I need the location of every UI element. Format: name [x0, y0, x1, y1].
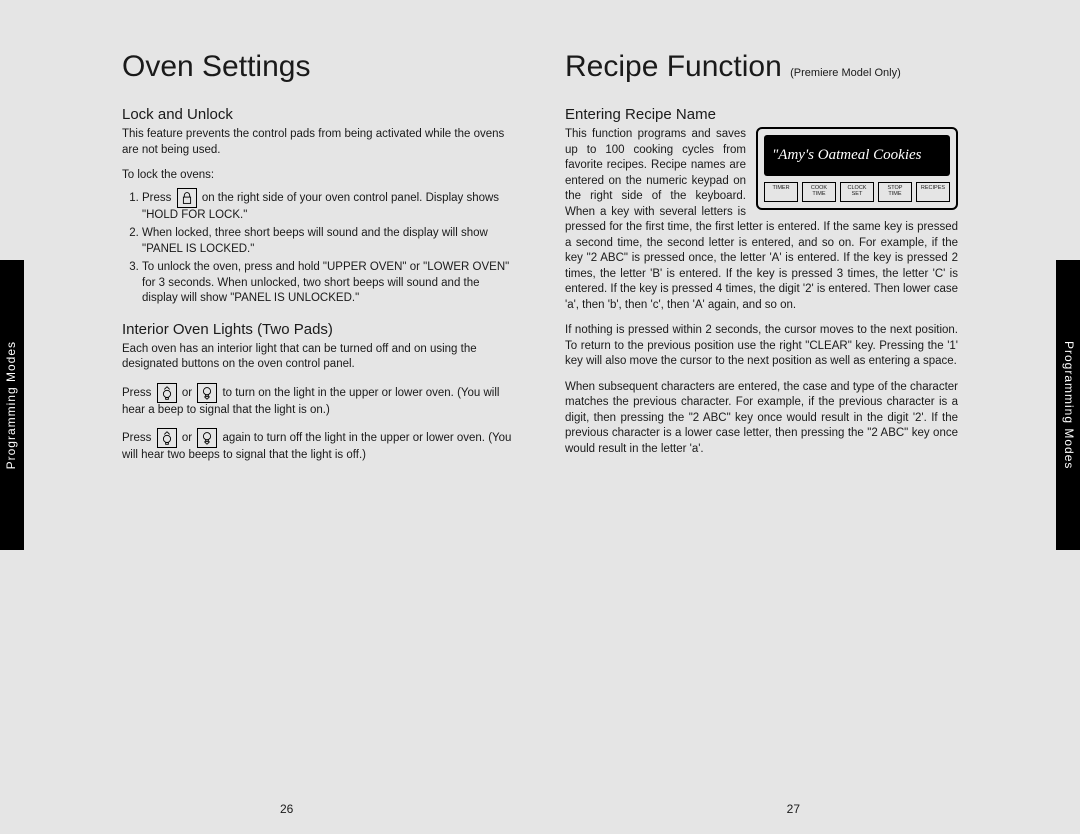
display-btn-stop: STOPTIME [878, 182, 912, 202]
bulb-up-icon-2 [157, 428, 177, 448]
lock-heading: Lock and Unlock [122, 106, 515, 123]
right-subtitle: (Premiere Model Only) [790, 67, 901, 79]
page-number-left: 26 [280, 802, 293, 816]
lights-off-para: Press or again to turn off the light in … [122, 428, 515, 464]
bulb-up-icon [157, 383, 177, 403]
lock-step-3: To unlock the oven, press and hold "UPPE… [142, 260, 515, 307]
lock-steps: Press on the right side of your oven con… [124, 188, 515, 307]
side-tab-label: Programming Modes [4, 341, 18, 469]
recipe-p1a: This function programs and saves up to 1… [565, 128, 746, 202]
lock-lead: To lock the ovens: [122, 168, 515, 184]
bulb-down-icon-2 [197, 428, 217, 448]
recipe-p2: If nothing is pressed within 2 seconds, … [565, 323, 958, 370]
lights-on-a: Press [122, 387, 151, 399]
lights-off-or: or [182, 432, 192, 444]
lights-on-b: to turn on the light in the upper or low… [122, 387, 499, 416]
display-btn-timer: TIMER [764, 182, 798, 202]
side-tab-label-r: Programming Modes [1062, 341, 1076, 469]
oven-display-panel: "Amy's Oatmeal Cookies TIMER COOKTIME CL… [756, 127, 958, 210]
page-left: Programming Modes Oven Settings Lock and… [60, 50, 515, 794]
lights-intro: Each oven has an interior light that can… [122, 342, 515, 373]
oven-display-buttons: TIMER COOKTIME CLOCKSET STOPTIME RECIPES [764, 182, 950, 202]
lights-heading: Interior Oven Lights (Two Pads) [122, 321, 515, 338]
lights-off-a: Press [122, 432, 151, 444]
side-tab-left: Programming Modes [0, 260, 24, 550]
display-btn-recipes: RECIPES [916, 182, 950, 202]
page-right: Programming Modes Recipe Function (Premi… [565, 50, 1020, 794]
lights-on-para: Press or to turn on the light in the upp… [122, 383, 515, 419]
side-tab-right: Programming Modes [1056, 260, 1080, 550]
right-title: Recipe Function (Premiere Model Only) [565, 50, 958, 84]
lock-step1-a: Press [142, 192, 171, 204]
right-title-text: Recipe Function [565, 50, 782, 83]
recipe-heading: Entering Recipe Name [565, 106, 958, 123]
display-btn-clock: CLOCKSET [840, 182, 874, 202]
lights-off-b: again to turn off the light in the upper… [122, 432, 511, 461]
display-btn-cook: COOKTIME [802, 182, 836, 202]
page-spread: Programming Modes Oven Settings Lock and… [60, 50, 1020, 794]
recipe-p3: When subsequent characters are entered, … [565, 380, 958, 458]
oven-display-screen: "Amy's Oatmeal Cookies [764, 135, 950, 176]
left-title: Oven Settings [122, 50, 515, 84]
lock-step-1: Press on the right side of your oven con… [142, 188, 515, 224]
lock-step-2: When locked, three short beeps will soun… [142, 226, 515, 257]
bulb-down-icon [197, 383, 217, 403]
lock-icon [177, 188, 197, 208]
page-number-right: 27 [787, 802, 800, 816]
lights-on-or: or [182, 387, 192, 399]
recipe-p1b: When a key with several letters is press… [565, 206, 958, 311]
lock-intro: This feature prevents the control pads f… [122, 127, 515, 158]
